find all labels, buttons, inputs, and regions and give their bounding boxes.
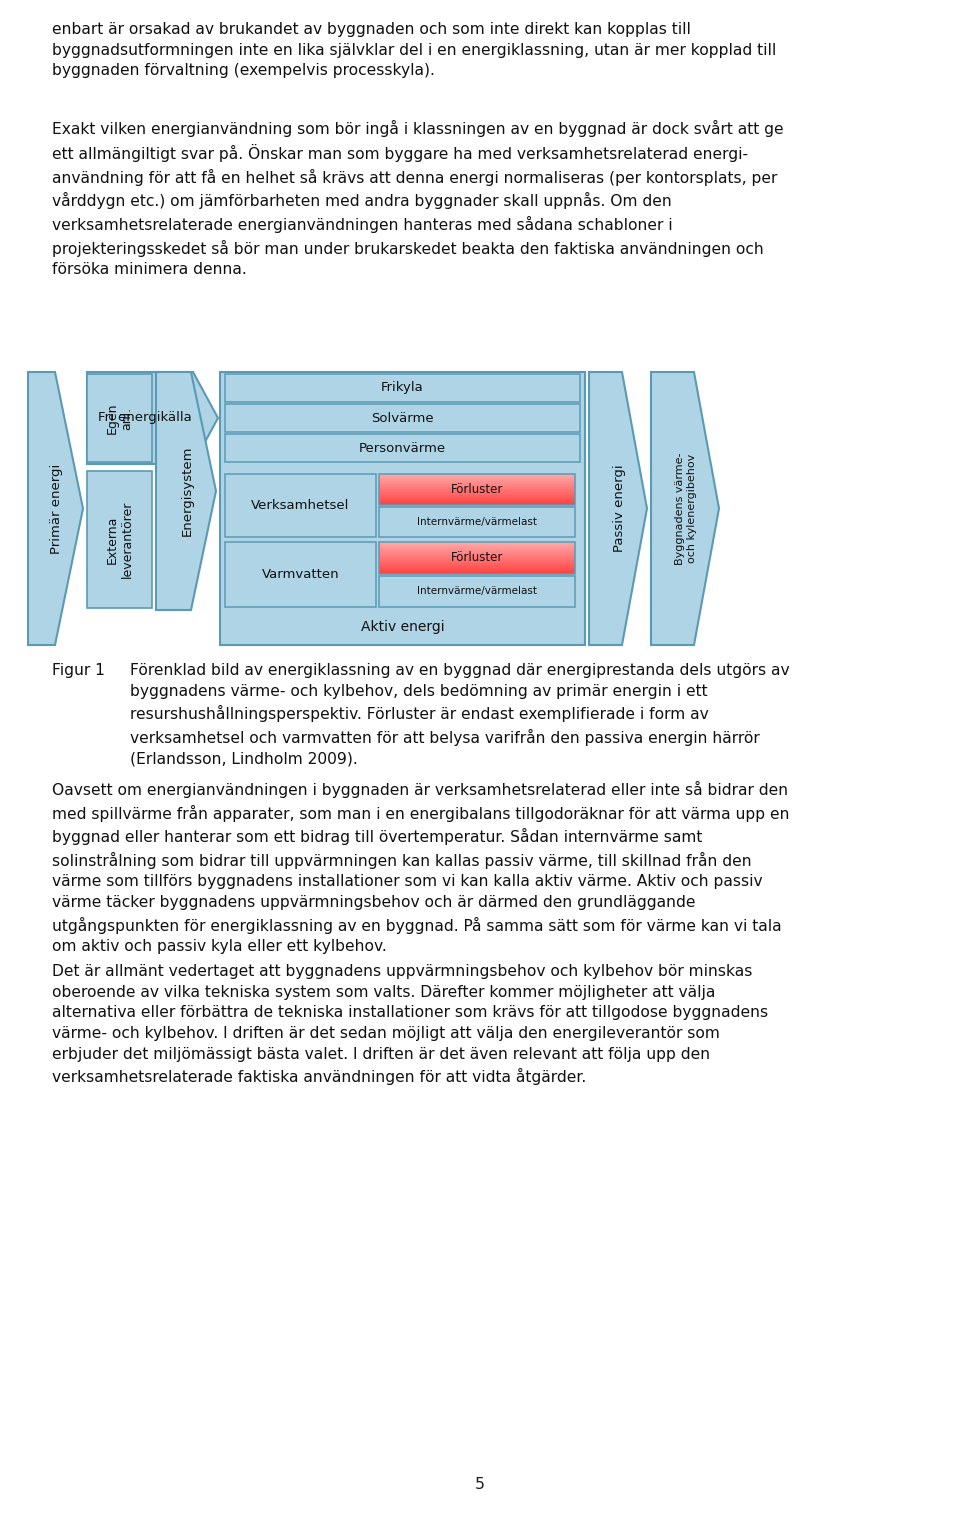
Bar	[225, 474, 375, 537]
Bar	[225, 543, 375, 606]
Text: Förluster: Förluster	[450, 483, 503, 496]
Text: Fri energikälla: Fri energikälla	[98, 412, 191, 424]
Bar	[220, 372, 585, 644]
Bar	[87, 374, 152, 462]
Bar	[225, 374, 580, 401]
Text: Byggnadens värme-
och kylenergibehov: Byggnadens värme- och kylenergibehov	[675, 453, 697, 565]
Text: Energisystem: Energisystem	[180, 445, 194, 537]
Text: Internvärme/värmelast: Internvärme/värmelast	[417, 517, 537, 527]
Text: Frikyla: Frikyla	[381, 382, 424, 395]
Text: Egen
anl.: Egen anl.	[106, 403, 133, 433]
Bar	[378, 474, 575, 505]
Text: Personvärme: Personvärme	[359, 441, 446, 454]
Bar	[225, 404, 580, 432]
Bar	[378, 506, 575, 537]
Text: Verksamhetsel: Verksamhetsel	[252, 499, 349, 512]
Bar	[87, 471, 152, 608]
Text: Aktiv energi: Aktiv energi	[361, 620, 444, 634]
Text: Passiv energi: Passiv energi	[612, 465, 626, 552]
Polygon shape	[156, 372, 216, 610]
Text: Solvärme: Solvärme	[372, 412, 434, 424]
Bar	[225, 435, 580, 462]
Polygon shape	[28, 372, 83, 644]
Text: Förenklad bild av energiklassning av en byggnad där energiprestanda dels utgörs : Förenklad bild av energiklassning av en …	[130, 663, 790, 766]
Text: Externa
leverantörer: Externa leverantörer	[106, 500, 133, 578]
Polygon shape	[651, 372, 719, 644]
Bar	[378, 543, 575, 573]
Text: Internvärme/värmelast: Internvärme/värmelast	[417, 587, 537, 596]
Text: Primär energi: Primär energi	[50, 464, 63, 553]
Text: enbart är orsakad av brukandet av byggnaden och som inte direkt kan kopplas till: enbart är orsakad av brukandet av byggna…	[52, 21, 777, 78]
Text: Figur 1: Figur 1	[52, 663, 105, 678]
Text: Förluster: Förluster	[450, 552, 503, 564]
Bar	[378, 576, 575, 606]
Text: 5: 5	[475, 1477, 485, 1493]
Text: Det är allmänt vedertaget att byggnadens uppvärmningsbehov och kylbehov bör mins: Det är allmänt vedertaget att byggnadens…	[52, 964, 768, 1085]
Text: Oavsett om energianvändningen i byggnaden är verksamhetsrelaterad eller inte så : Oavsett om energianvändningen i byggnade…	[52, 781, 789, 955]
Polygon shape	[589, 372, 647, 644]
Text: Varmvatten: Varmvatten	[261, 568, 339, 581]
Polygon shape	[87, 372, 218, 464]
Text: Exakt vilken energianvändning som bör ingå i klassningen av en byggnad är dock s: Exakt vilken energianvändning som bör in…	[52, 120, 783, 277]
